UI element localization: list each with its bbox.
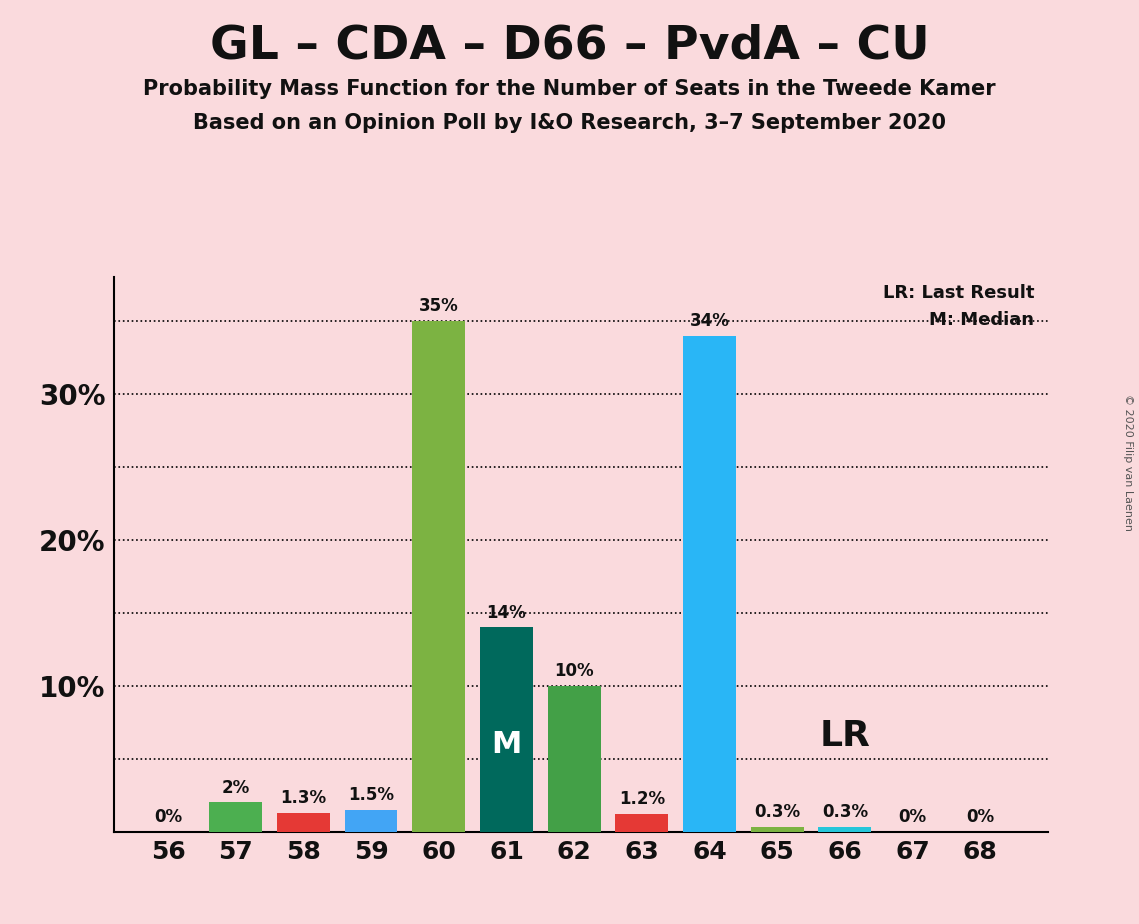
Text: 34%: 34% bbox=[689, 311, 729, 330]
Text: Probability Mass Function for the Number of Seats in the Tweede Kamer: Probability Mass Function for the Number… bbox=[144, 79, 995, 99]
Text: LR: LR bbox=[819, 719, 870, 753]
Text: M: Median: M: Median bbox=[929, 310, 1034, 329]
Text: 10%: 10% bbox=[555, 662, 593, 680]
Bar bbox=[480, 627, 533, 832]
Bar bbox=[345, 809, 398, 832]
Text: 14%: 14% bbox=[486, 603, 526, 622]
Bar bbox=[683, 335, 736, 832]
Text: 0%: 0% bbox=[154, 808, 182, 826]
Text: 0%: 0% bbox=[899, 808, 927, 826]
Bar bbox=[819, 827, 871, 832]
Text: © 2020 Filip van Laenen: © 2020 Filip van Laenen bbox=[1123, 394, 1133, 530]
Text: LR: Last Result: LR: Last Result bbox=[883, 285, 1034, 302]
Text: M: M bbox=[491, 730, 522, 759]
Text: GL – CDA – D66 – PvdA – CU: GL – CDA – D66 – PvdA – CU bbox=[210, 23, 929, 68]
Text: 0.3%: 0.3% bbox=[754, 803, 801, 821]
Text: 0.3%: 0.3% bbox=[821, 803, 868, 821]
Text: Based on an Opinion Poll by I&O Research, 3–7 September 2020: Based on an Opinion Poll by I&O Research… bbox=[192, 113, 947, 133]
Bar bbox=[210, 802, 262, 832]
Bar bbox=[277, 812, 330, 832]
Bar bbox=[751, 827, 803, 832]
Text: 1.2%: 1.2% bbox=[618, 790, 665, 808]
Bar bbox=[412, 321, 465, 832]
Bar bbox=[548, 686, 600, 832]
Text: 1.5%: 1.5% bbox=[349, 786, 394, 804]
Bar bbox=[615, 814, 669, 832]
Text: 2%: 2% bbox=[222, 779, 249, 796]
Text: 0%: 0% bbox=[966, 808, 994, 826]
Text: 1.3%: 1.3% bbox=[280, 789, 327, 807]
Text: 35%: 35% bbox=[419, 298, 459, 315]
